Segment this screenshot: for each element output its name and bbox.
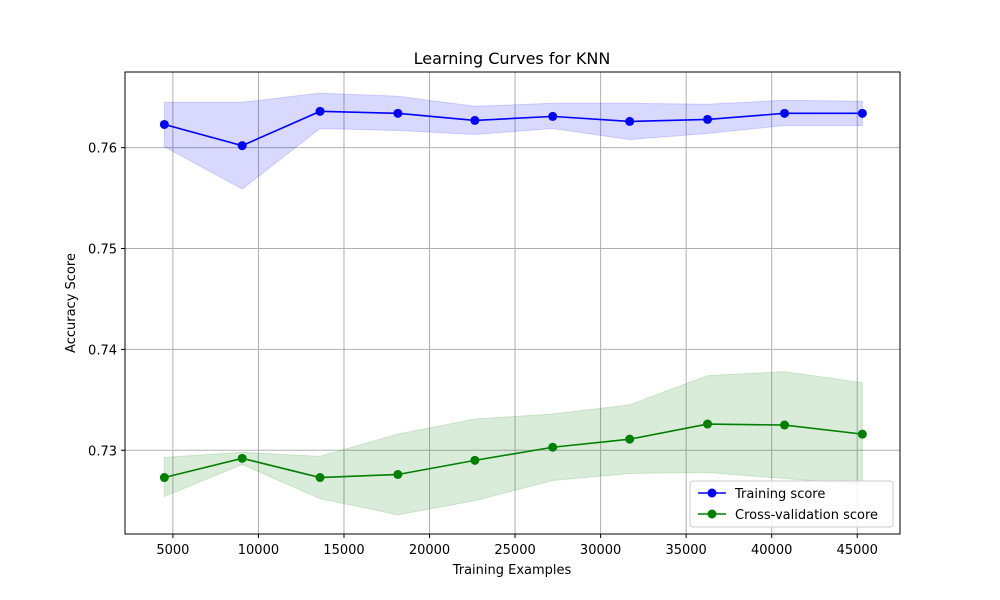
series-points: [159, 106, 867, 483]
point-series-1: [703, 419, 713, 429]
y-tick-label: 0.74: [88, 343, 117, 358]
point-series-1: [470, 455, 480, 465]
x-tick-label: 35000: [665, 543, 706, 558]
point-series-1: [625, 434, 635, 444]
legend-label: Training score: [734, 487, 825, 502]
x-tick-label: 5000: [156, 543, 189, 558]
y-axis-ticks: 0.73 0.74 0.75 0.76: [88, 142, 125, 459]
point-series-0: [470, 115, 480, 125]
legend-marker: [707, 488, 717, 498]
point-series-1: [237, 453, 247, 463]
point-series-0: [393, 108, 403, 118]
point-series-1: [159, 473, 169, 483]
point-series-0: [548, 111, 558, 121]
x-tick-label: 15000: [323, 543, 364, 558]
y-axis-label: Accuracy Score: [64, 253, 79, 353]
x-tick-label: 20000: [409, 543, 450, 558]
point-series-1: [315, 473, 325, 483]
point-series-1: [548, 442, 558, 452]
x-tick-label: 40000: [751, 543, 792, 558]
point-series-0: [780, 108, 790, 118]
legend-label: Cross-validation score: [735, 508, 878, 523]
plot-frame: [124, 71, 901, 535]
y-tick-label: 0.76: [88, 142, 117, 157]
point-series-1: [393, 469, 403, 479]
point-series-0: [703, 114, 713, 124]
point-series-0: [857, 108, 867, 118]
y-tick-label: 0.73: [88, 444, 117, 459]
x-axis-ticks: 5000 10000 15000 20000 25000 30000 35000 40000 4…: [156, 534, 878, 558]
line-series-0: [164, 110, 863, 147]
chart-title: Learning Curves for KNN: [414, 49, 611, 68]
x-tick-label: 10000: [238, 543, 279, 558]
x-tick-label: 45000: [837, 543, 878, 558]
grid: [125, 72, 900, 534]
point-series-1: [780, 420, 790, 430]
x-tick-label: 25000: [494, 543, 535, 558]
point-series-0: [237, 141, 247, 151]
confidence-bands: [163, 92, 863, 516]
point-series-0: [159, 119, 169, 129]
point-series-0: [315, 106, 325, 116]
x-tick-label: 30000: [580, 543, 621, 558]
legend-marker: [707, 509, 717, 519]
legend: Training score Cross-validation score: [689, 480, 894, 528]
x-axis-label: Training Examples: [452, 563, 572, 578]
legend-box: [689, 480, 894, 528]
point-series-0: [625, 116, 635, 126]
point-series-1: [857, 429, 867, 439]
series-lines: [164, 110, 863, 479]
line-series-1: [164, 423, 863, 479]
y-tick-label: 0.75: [88, 243, 117, 258]
band-series-0: [163, 92, 863, 190]
